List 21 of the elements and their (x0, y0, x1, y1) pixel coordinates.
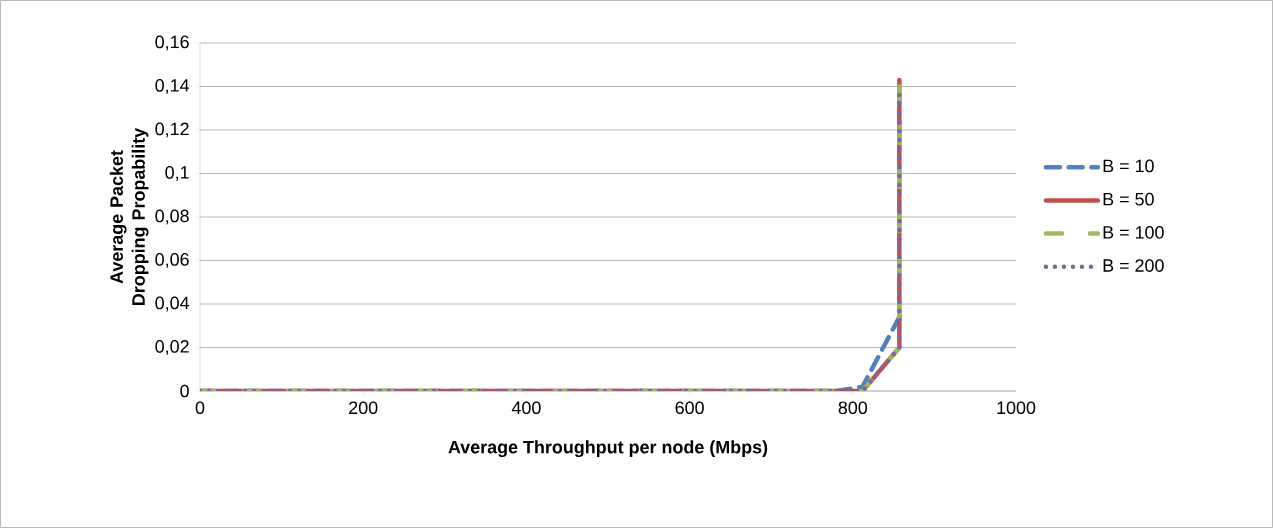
legend-label: B = 100 (1103, 225, 1164, 239)
x-tick-label: 0 (195, 401, 205, 415)
y-tick-label: 0,04 (155, 296, 190, 312)
y-tick-label: 0,16 (155, 35, 189, 51)
y-tick-label: 0,08 (155, 209, 189, 225)
legend-label: B = 50 (1103, 192, 1154, 206)
x-tick-label: 400 (511, 401, 541, 415)
y-axis-title: Average Packet Dropping Propability (109, 127, 149, 305)
legend-label: B = 200 (1103, 259, 1164, 272)
legend-label: B = 10 (1103, 159, 1154, 173)
y-tick-label: 0 (180, 384, 189, 398)
y-tick-label: 0,06 (155, 253, 189, 268)
y-tick-label: 0,1 (165, 166, 189, 181)
x-tick-label: 800 (838, 401, 868, 415)
x-tick-label: 600 (675, 401, 704, 415)
x-axis-title: Average Throughput per node (Mbps) (448, 440, 768, 458)
x-tick-label: 1000 (997, 401, 1036, 415)
y-tick-label: 0,12 (155, 122, 189, 138)
y-tick-label: 0,02 (155, 340, 189, 355)
x-tick-label: 200 (349, 401, 378, 415)
y-tick-label: 0,14 (155, 79, 190, 94)
